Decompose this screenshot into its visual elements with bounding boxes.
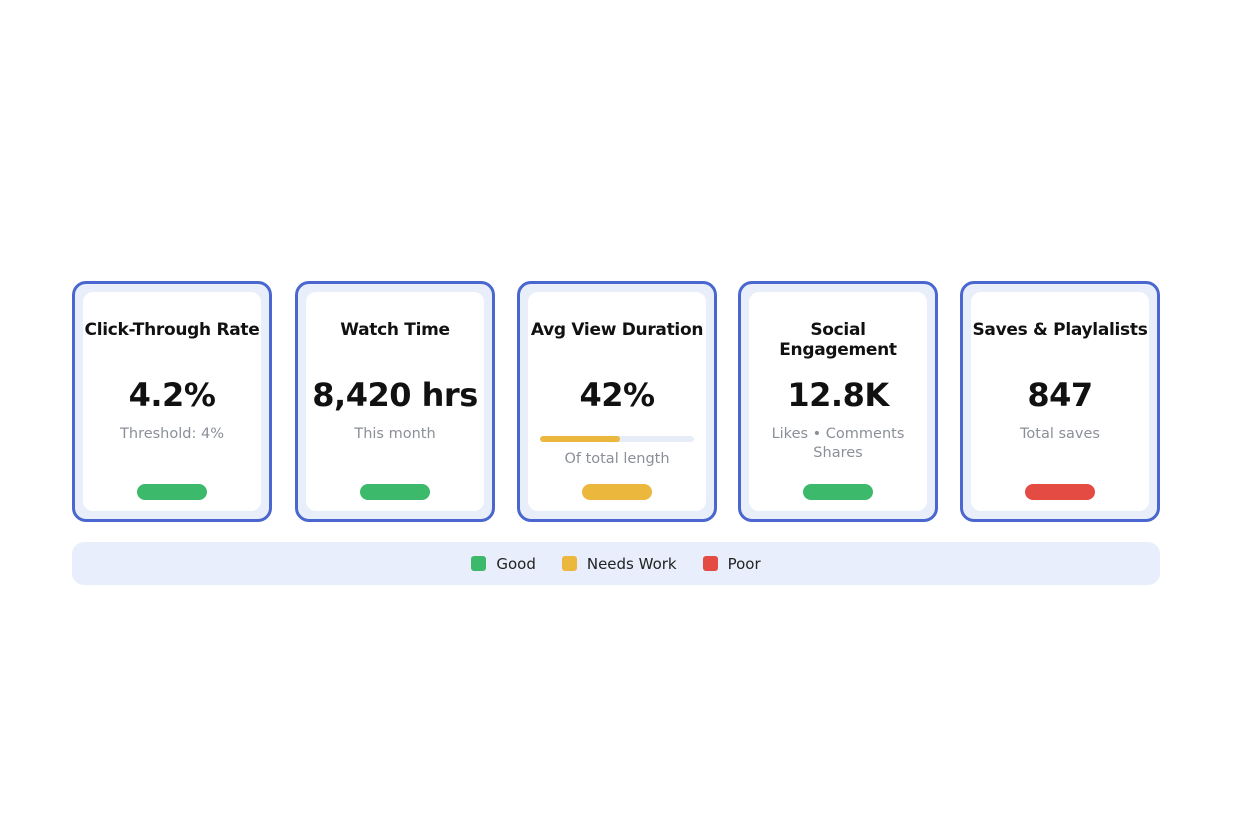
legend-label: Poor [727, 554, 761, 573]
card-body: Saves & Playlalists 847 Total saves [971, 292, 1149, 511]
card-subtitle: This month [306, 425, 484, 444]
card-body: Watch Time 8,420 hrs This month [306, 292, 484, 511]
card-title: Avg View Duration [530, 320, 704, 340]
card-value: 12.8K [787, 376, 889, 414]
legend-label: Needs Work [586, 554, 677, 573]
legend-swatch [702, 556, 718, 571]
status-indicator-good [360, 484, 430, 500]
card-title: Saves & Playlalists [972, 320, 1148, 340]
card-subtitle-line: Threshold: 4% [120, 426, 224, 442]
card-body: Social Engagement 12.8K Likes • Comments S… [749, 292, 927, 511]
card-subtitle: Of total length [564, 451, 670, 467]
card-value: 42% [579, 376, 655, 414]
progress-bar [540, 436, 694, 442]
status-indicator-needs_work [582, 484, 652, 500]
legend-swatch [471, 556, 487, 571]
card-body: Avg View Duration 42% Of total length [528, 292, 706, 511]
metric-card-watch-time: Watch Time 8,420 hrs This month [295, 281, 495, 522]
card-value: 8,420 hrs [312, 376, 478, 414]
metric-card-click-through-rate: Click-Through Rate 4.2% Threshold: 4% [72, 281, 272, 522]
status-indicator-poor [1025, 484, 1095, 500]
card-title: Social Engagement [779, 320, 897, 360]
legend-item-good: Good [471, 555, 536, 573]
card-title: Click-Through Rate [84, 320, 260, 340]
legend-item-poor: Poor [702, 554, 761, 573]
legend-swatch [561, 556, 577, 571]
status-indicator-good [803, 484, 873, 500]
metric-card-avg-view-duration: Avg View Duration 42% Of total length [517, 281, 717, 522]
card-body: Click-Through Rate 4.2% Threshold: 4% [83, 292, 261, 511]
card-title: Watch Time [340, 320, 450, 340]
card-subtitle-line: This month [354, 426, 436, 442]
card-value: 4.2% [128, 376, 216, 414]
card-subtitle: Total saves [971, 425, 1149, 444]
metric-card-social-engagement: Social Engagement 12.8K Likes • Comments S… [738, 281, 938, 522]
legend-label: Good [496, 554, 536, 573]
status-indicator-good [137, 484, 207, 500]
card-subtitle-line-2: Shares [813, 445, 863, 461]
card-value: 847 [1027, 376, 1093, 414]
legend-item-needs_work: Needs Work [561, 554, 677, 573]
progress-fill [540, 436, 621, 442]
metric-card-saves-playlists: Saves & Playlalists 847 Total saves [960, 281, 1160, 522]
card-subtitle-line: Total saves [1020, 426, 1100, 442]
card-subtitle: Likes • Comments Shares [749, 425, 927, 463]
metric-cards: Click-Through Rate 4.2% Threshold: 4% Wat… [72, 281, 1160, 522]
card-subtitle: Threshold: 4% [83, 425, 261, 444]
status-legend: Good Needs Work Poor [72, 542, 1160, 585]
card-subtitle-line: Likes • Comments [771, 426, 905, 442]
